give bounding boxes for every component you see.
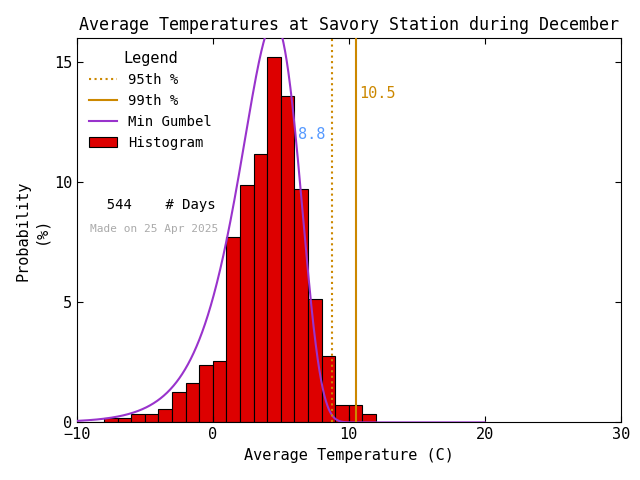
Bar (294, 189, 308, 422)
Bar (186, 383, 199, 422)
Bar (104, 418, 118, 422)
Bar (172, 392, 186, 422)
Bar (131, 414, 145, 422)
Bar (159, 409, 172, 422)
Text: 8.8: 8.8 (298, 127, 326, 142)
Bar (281, 96, 294, 422)
Bar (227, 238, 240, 422)
Legend: 95th %, 99th %, Min Gumbel, Histogram: 95th %, 99th %, Min Gumbel, Histogram (84, 45, 218, 155)
X-axis label: Average Temperature (C): Average Temperature (C) (244, 448, 454, 463)
Bar (349, 405, 362, 422)
Title: Average Temperatures at Savory Station during December: Average Temperatures at Savory Station d… (79, 16, 619, 34)
Bar (268, 57, 281, 422)
Bar (322, 356, 335, 422)
Bar (240, 185, 253, 422)
Bar (253, 154, 268, 422)
Text: Made on 25 Apr 2025: Made on 25 Apr 2025 (90, 224, 219, 234)
Bar (118, 418, 131, 422)
Bar (212, 361, 227, 422)
Bar (362, 414, 376, 422)
Bar (145, 414, 159, 422)
Bar (199, 365, 212, 422)
Bar (335, 405, 349, 422)
Text: 544    # Days: 544 # Days (90, 198, 216, 212)
Text: 10.5: 10.5 (360, 86, 396, 101)
Bar (308, 299, 322, 422)
Y-axis label: Probability
(%): Probability (%) (16, 180, 48, 281)
